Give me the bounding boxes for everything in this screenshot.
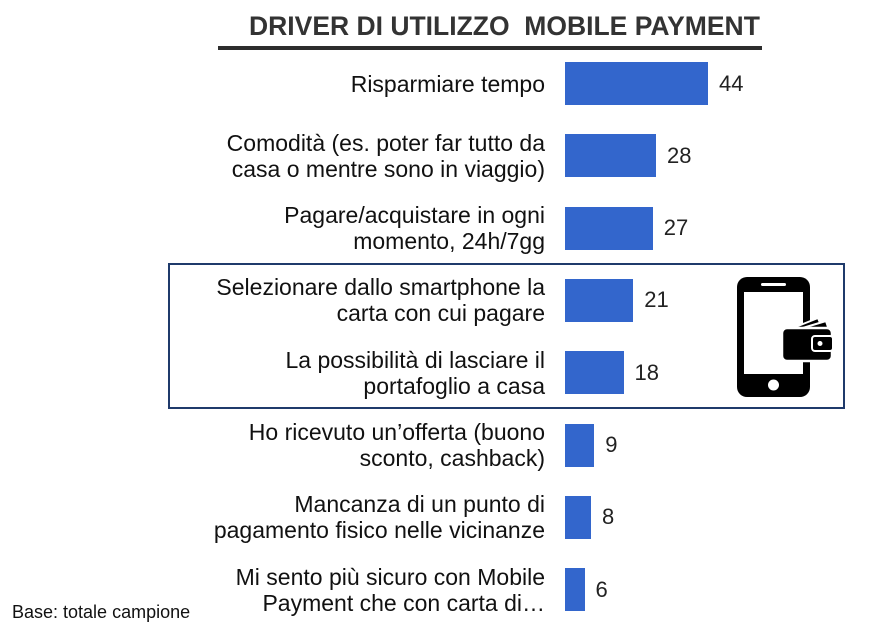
category-label: Comodità (es. poter far tutto da casa o … (226, 129, 545, 182)
category-label: Selezionare dallo smartphone la carta co… (216, 274, 545, 327)
bar-row: Pagare/acquistare in ogni momento, 24h/7… (0, 202, 893, 254)
bar (565, 278, 634, 322)
value-label: 8 (602, 504, 615, 530)
bar-row: Comodità (es. poter far tutto da casa o … (0, 130, 893, 182)
bar-row: Mancanza di un punto di pagamento fisico… (0, 491, 893, 543)
value-label: 44 (719, 70, 744, 96)
phone-home-button (768, 379, 779, 391)
footnote: Base: totale campione (12, 602, 191, 622)
value-label: 9 (605, 432, 618, 457)
value-label: 27 (663, 215, 689, 241)
category-label: Pagare/acquistare in ogni momento, 24h/7… (284, 202, 545, 255)
bar (565, 568, 585, 612)
bar-row: Selezionare dallo smartphone la carta co… (0, 274, 893, 326)
category-label: Ho ricevuto un’offerta (buono sconto, ca… (248, 419, 545, 471)
bar-row: Risparmiare tempo 44 (0, 62, 893, 105)
value-label: 6 (595, 576, 608, 602)
highlight-box (168, 262, 845, 410)
bar (565, 495, 591, 539)
bar (565, 351, 624, 395)
category-label: La possibilità di lasciare il portafogli… (285, 346, 545, 399)
wallet-clasp-button (817, 341, 823, 346)
value-label: 28 (667, 142, 692, 168)
bar-row: La possibilità di lasciare il portafogli… (0, 347, 893, 399)
category-label: Mancanza di un punto di pagamento fisico… (213, 491, 545, 544)
value-label: 21 (644, 287, 669, 313)
phone-speaker (761, 283, 786, 286)
category-label: Risparmiare tempo (350, 70, 545, 97)
bar-row: Mi sento più sicuro con Mobile Payment c… (0, 564, 893, 616)
bar (565, 134, 656, 178)
category-label: Mi sento più sicuro con Mobile Payment c… (235, 563, 545, 616)
bar-row: Ho ricevuto un’offerta (buono sconto, ca… (0, 419, 893, 471)
title-underline (218, 46, 762, 50)
bar (565, 62, 708, 105)
bar (565, 423, 595, 467)
smartphone-wallet-icon (737, 277, 834, 397)
chart-title: DRIVER DI UTILIZZO MOBILE PAYMENT (249, 11, 760, 41)
value-label: 18 (634, 359, 659, 385)
wallet-shape (780, 317, 834, 363)
bar (565, 206, 653, 250)
